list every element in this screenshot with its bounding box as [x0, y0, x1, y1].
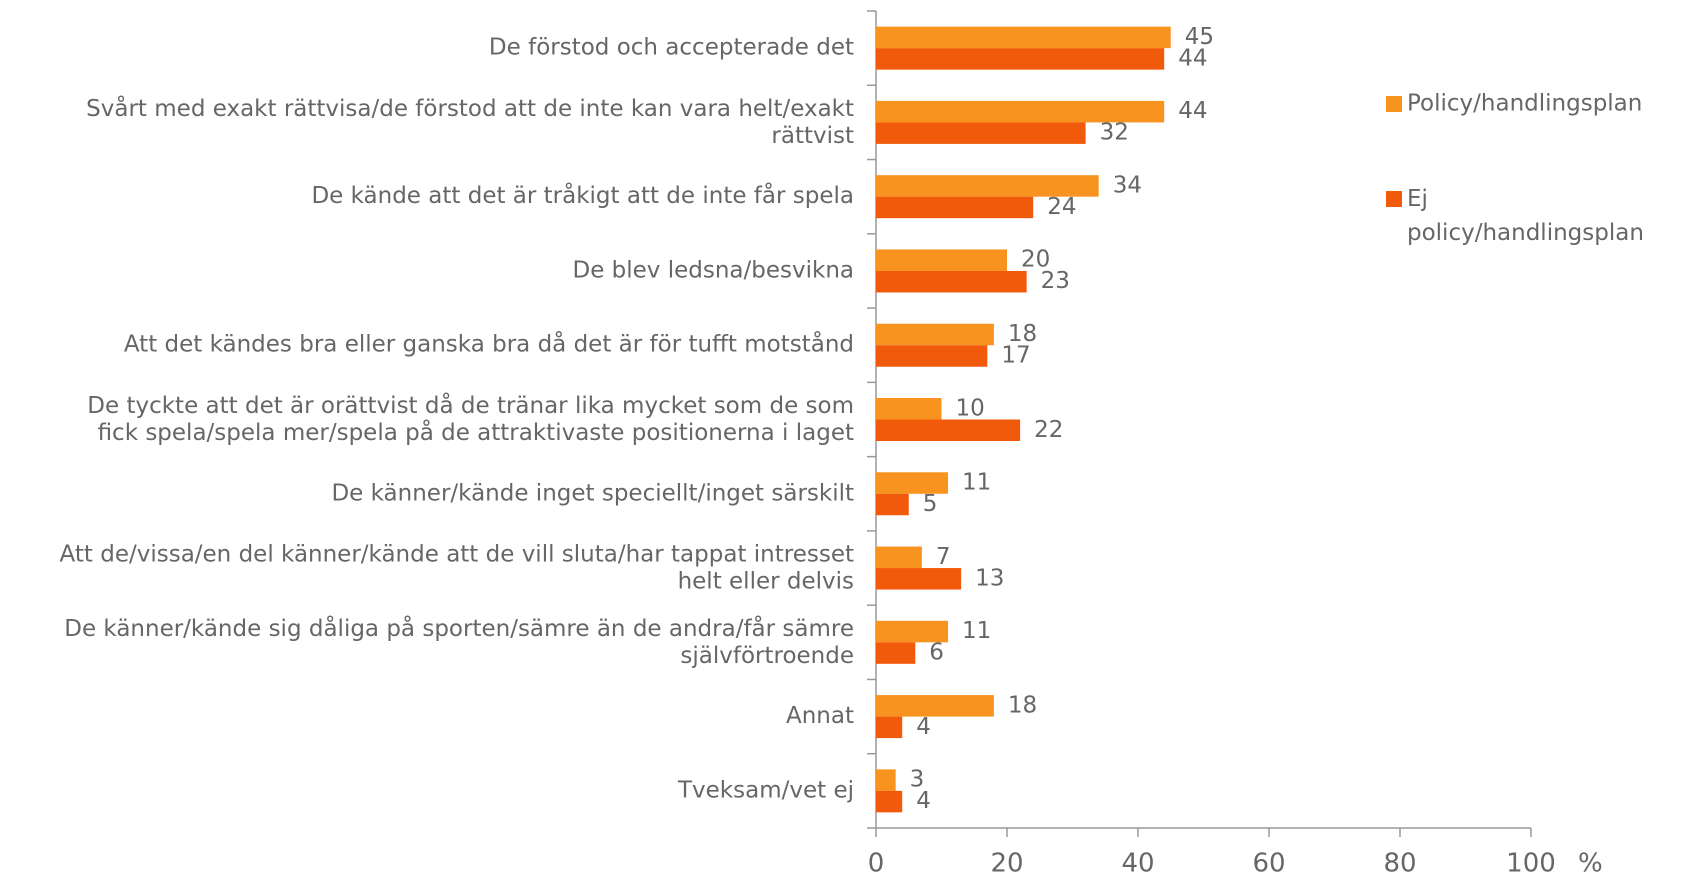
value-label: 11 [962, 470, 991, 496]
category-label: Att det kändes bra eller ganska bra då d… [124, 330, 854, 358]
bar [876, 48, 1165, 70]
category-label: De kände att det är tråkigt att de inte … [311, 181, 854, 209]
value-label: 45 [1185, 24, 1214, 50]
value-label: 32 [1100, 120, 1129, 146]
bar [876, 419, 1021, 441]
x-tick-label: 80 [1383, 849, 1416, 879]
bar [876, 620, 949, 643]
value-label: 3 [910, 767, 925, 793]
bar [876, 568, 962, 590]
bar [876, 122, 1086, 144]
value-label: 6 [929, 640, 944, 666]
category-label: De förstod och accepterade det [489, 35, 854, 61]
value-label: 10 [956, 395, 985, 421]
value-label: 20 [1021, 247, 1050, 273]
value-label: 34 [1113, 172, 1142, 198]
legend-swatch [1386, 96, 1402, 112]
bar [876, 769, 896, 791]
x-tick-label: 100 [1506, 849, 1556, 879]
legend-swatch [1386, 191, 1402, 207]
category-label: De tyckte att det är orättvist då de trä… [87, 391, 854, 446]
category-label: Annat [786, 703, 854, 729]
value-label: 13 [975, 565, 1004, 591]
x-tick-label: 60 [1252, 849, 1285, 879]
bar [876, 270, 1027, 293]
bar [876, 196, 1034, 219]
bar [876, 695, 994, 717]
x-tick-label: 0 [868, 849, 885, 879]
x-tick-label: 20 [990, 849, 1023, 879]
bar [876, 493, 909, 516]
value-label: 4 [916, 788, 931, 814]
bar [876, 398, 942, 420]
value-label: 5 [923, 491, 938, 517]
category-label: De blev ledsna/besvikna [572, 257, 854, 283]
bar [876, 345, 988, 367]
category-label: De känner/kände inget speciellt/inget sä… [331, 480, 854, 506]
bar [876, 642, 916, 664]
bar [876, 26, 1171, 49]
bar [876, 546, 922, 569]
x-axis-label: % [1578, 849, 1603, 879]
bar [876, 790, 903, 813]
value-label: 44 [1178, 98, 1207, 124]
bar [876, 716, 903, 739]
value-label: 11 [962, 618, 991, 644]
bar [876, 249, 1007, 271]
legend-label: Ej policy/handlingsplan [1407, 186, 1644, 246]
bar [876, 472, 949, 494]
category-label: De känner/kände sig dåliga på sporten/sä… [64, 613, 854, 668]
value-label: 44 [1178, 45, 1207, 71]
category-label: Tveksam/vet ej [677, 777, 854, 803]
x-tick-label: 40 [1121, 849, 1154, 879]
bar [876, 175, 1099, 197]
value-label: 7 [936, 544, 951, 570]
value-label: 4 [916, 714, 931, 740]
bar [876, 100, 1165, 123]
value-label: 18 [1008, 692, 1037, 718]
legend-label: Policy/handlingsplan [1407, 91, 1642, 117]
bar [876, 323, 994, 346]
category-label: Att de/vissa/en del känner/kände att de … [60, 541, 854, 594]
category-label: Svårt med exakt rättvisa/de förstod att … [86, 93, 854, 148]
value-label: 24 [1047, 194, 1076, 220]
value-label: 17 [1001, 342, 1030, 368]
value-label: 22 [1034, 417, 1063, 443]
value-label: 23 [1041, 268, 1070, 294]
value-label: 18 [1008, 321, 1037, 347]
